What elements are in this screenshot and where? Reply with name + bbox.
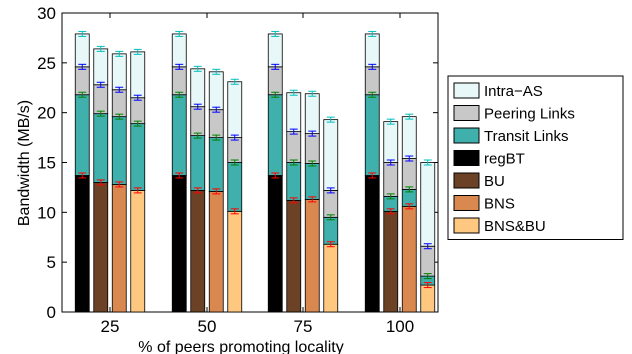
y-tick-label: 25	[37, 54, 56, 73]
legend-swatch	[453, 105, 480, 121]
x-tick-label: 100	[386, 317, 414, 336]
bar-peering-segment	[364, 66, 380, 96]
y-tick-label: 5	[47, 253, 56, 272]
bar-base-segment	[364, 175, 380, 313]
y-tick-label: 20	[37, 104, 56, 123]
x-tick-labels: 25 50 75 100	[101, 317, 415, 336]
bar-base-segment	[401, 205, 417, 313]
bar-peering-segment	[208, 109, 224, 138]
y-tick-label: 10	[37, 203, 56, 222]
bar-base-segment	[190, 190, 206, 313]
bar-peering-segment	[286, 131, 302, 163]
bar-peering-segment	[383, 162, 399, 197]
bar-base-segment	[420, 284, 436, 313]
y-axis-label: Bandwidth (MB/s)	[16, 100, 33, 226]
bar-base-segment	[171, 175, 187, 313]
bar-peering-segment	[111, 89, 127, 118]
y-tick-label: 15	[37, 154, 56, 173]
bar-intra-as-segment	[208, 71, 224, 111]
bar-intra-as-segment	[364, 33, 380, 68]
bar-base-segment	[111, 184, 127, 313]
bar-intra-as-segment	[93, 48, 109, 86]
bar-intra-as-segment	[267, 33, 283, 68]
x-axis-label: % of peers promoting locality	[138, 339, 343, 354]
bar-transit-segment	[74, 94, 90, 176]
legend-label: Intra−AS	[484, 83, 543, 100]
bar-intra-as-segment	[420, 162, 436, 247]
bar-intra-as-segment	[171, 33, 187, 68]
plot-area	[61, 12, 439, 313]
bar-base-segment	[267, 175, 283, 313]
bar-transit-segment	[323, 216, 339, 245]
bar-transit-segment	[190, 135, 206, 191]
bar-peering-segment	[190, 106, 206, 136]
legend-swatch	[453, 195, 480, 211]
bar-transit-segment	[227, 162, 243, 212]
legend-label: BNS&BU	[484, 218, 546, 235]
bar-intra-as-segment	[383, 121, 399, 163]
bar-base-segment	[74, 175, 90, 313]
bar-transit-segment	[286, 162, 302, 201]
legend-label: BNS	[484, 196, 515, 213]
bar-peering-segment	[323, 190, 339, 218]
x-tick-label: 50	[198, 317, 217, 336]
legend-swatch	[453, 150, 480, 166]
bar-peering-segment	[130, 97, 146, 125]
legend-swatch	[453, 172, 480, 189]
bar-peering-segment	[74, 66, 90, 96]
bar-base-segment	[227, 210, 243, 313]
bar-intra-as-segment	[286, 92, 302, 133]
x-tick-label: 75	[294, 317, 313, 336]
bar-peering-segment	[420, 245, 436, 277]
bar-base-segment	[208, 191, 224, 313]
bar-peering-segment	[227, 137, 243, 163]
bar-intra-as-segment	[111, 53, 127, 91]
legend-label: regBT	[484, 151, 525, 168]
bar-transit-segment	[111, 116, 127, 185]
bar-base-segment	[383, 210, 399, 313]
legend-swatch	[453, 127, 480, 144]
bar-base-segment	[286, 199, 302, 313]
bar-transit-segment	[304, 163, 320, 200]
bar-base-segment	[93, 182, 109, 313]
legend-label: BU	[484, 173, 505, 190]
bar-intra-as-segment	[304, 93, 320, 134]
legend-swatch	[453, 217, 480, 234]
bar-base-segment	[130, 190, 146, 313]
legend-swatch	[453, 82, 480, 99]
bar-intra-as-segment	[401, 116, 417, 159]
bar-intra-as-segment	[227, 81, 243, 138]
x-tick-label: 25	[101, 317, 120, 336]
bar-peering-segment	[401, 158, 417, 190]
legend-label: Transit Links	[484, 128, 568, 145]
bar-intra-as-segment	[130, 51, 146, 99]
legend-label: Peering Links	[484, 106, 575, 123]
bar-base-segment	[323, 243, 339, 313]
bar-peering-segment	[304, 133, 320, 164]
bar-transit-segment	[364, 94, 380, 176]
bar-transit-segment	[208, 137, 224, 192]
bar-peering-segment	[171, 66, 187, 96]
y-tick-label: 0	[47, 303, 56, 322]
bar-peering-segment	[93, 84, 109, 115]
bar-transit-segment	[93, 113, 109, 183]
bar-transit-segment	[267, 94, 283, 176]
bar-peering-segment	[267, 66, 283, 96]
bar-intra-as-segment	[323, 119, 339, 191]
bar-intra-as-segment	[190, 68, 206, 108]
bar-transit-segment	[171, 94, 187, 176]
y-tick-labels: 0 5 10 15 20 25 30	[37, 4, 56, 322]
bar-intra-as-segment	[74, 33, 90, 68]
bar-transit-segment	[130, 123, 146, 191]
y-tick-label: 30	[37, 4, 56, 23]
legend: Intra−AS Peering Links Transit Links regBT B…	[447, 75, 624, 240]
bar-base-segment	[304, 198, 320, 313]
